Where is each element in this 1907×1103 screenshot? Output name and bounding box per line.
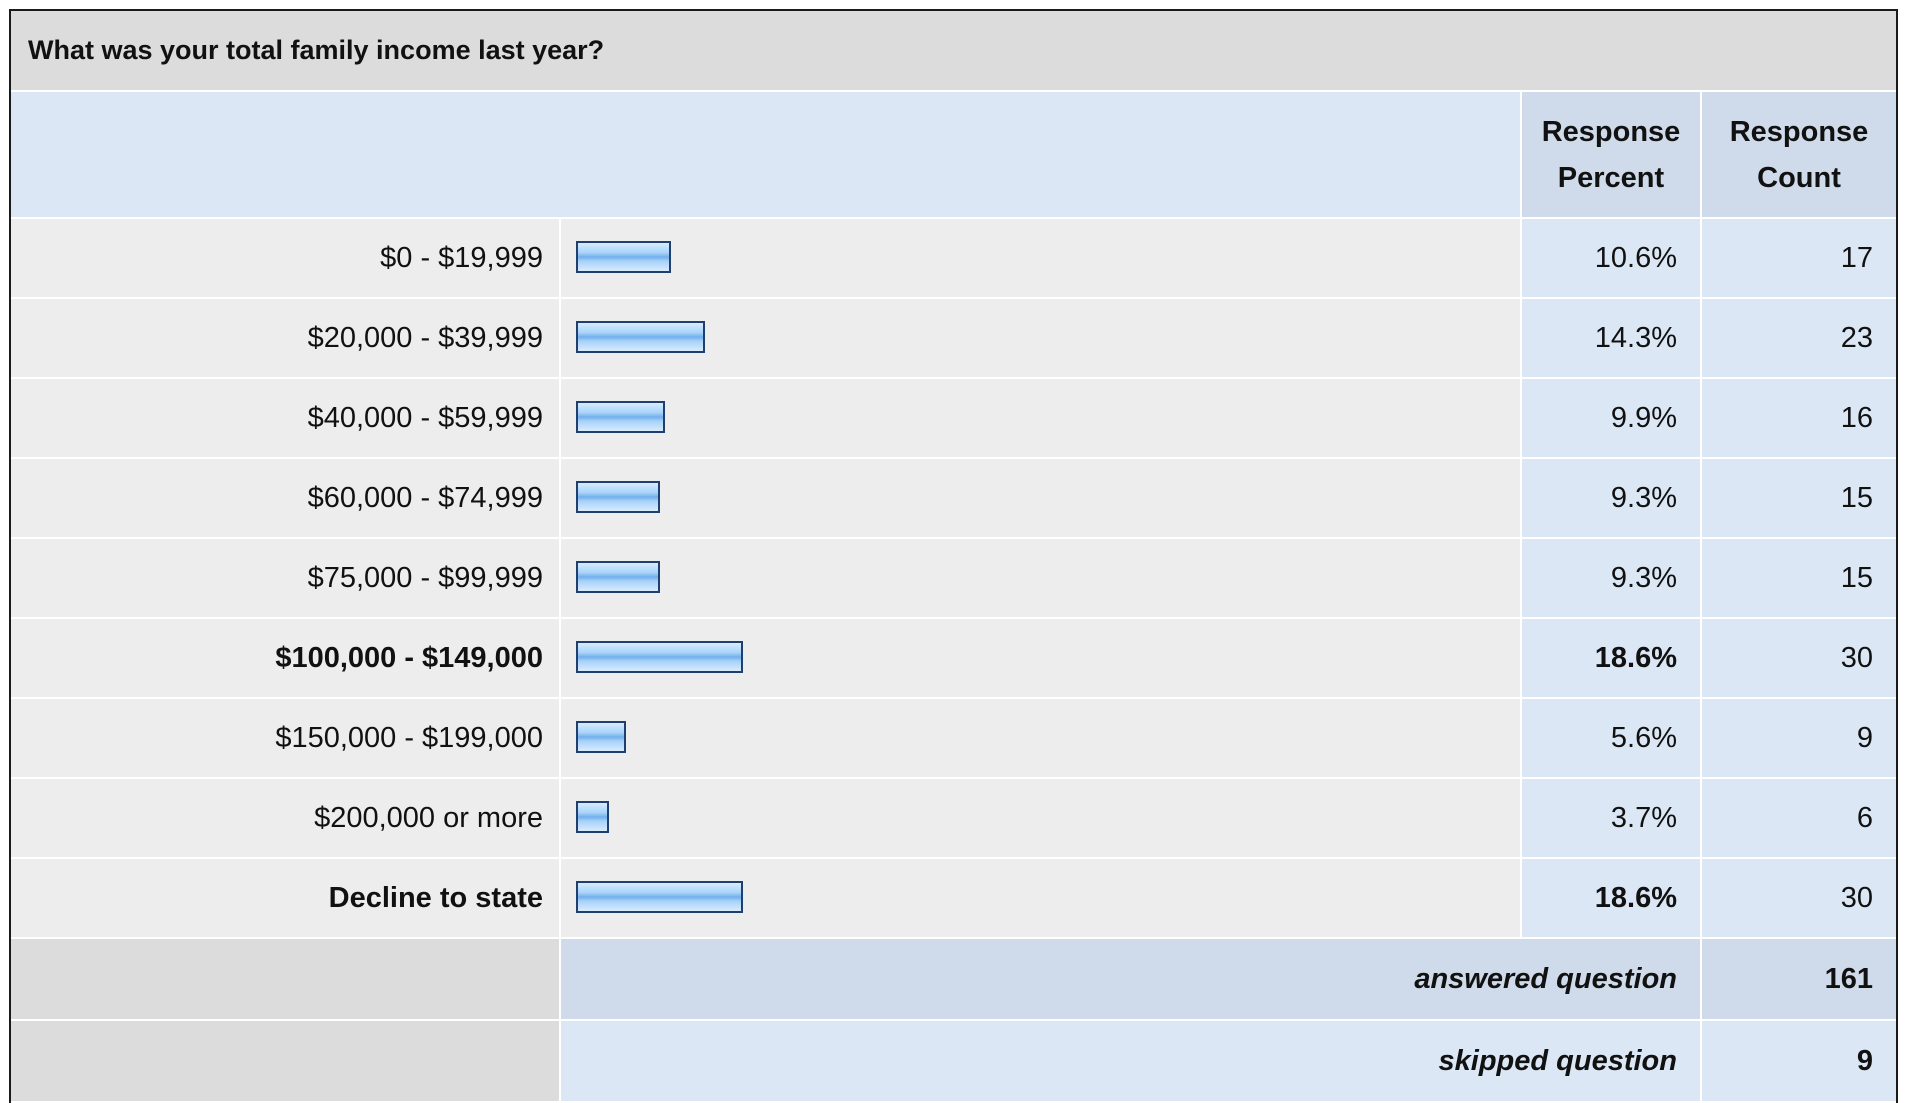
response-bar xyxy=(576,561,660,593)
response-bar xyxy=(576,321,705,353)
answer-label: $40,000 - $59,999 xyxy=(11,379,559,457)
skipped-question-value: 9 xyxy=(1700,1021,1896,1101)
table-row: $60,000 - $74,999 9.3% 15 xyxy=(11,459,1896,539)
bar-cell xyxy=(559,619,1520,697)
response-bar xyxy=(576,801,609,833)
survey-results-table: What was your total family income last y… xyxy=(9,9,1898,1103)
response-bar xyxy=(576,881,743,913)
response-count: 6 xyxy=(1700,779,1896,857)
response-count: 30 xyxy=(1700,859,1896,937)
response-percent-header: Response Percent xyxy=(1520,92,1700,217)
table-row: $150,000 - $199,000 5.6% 9 xyxy=(11,699,1896,779)
table-row: $20,000 - $39,999 14.3% 23 xyxy=(11,299,1896,379)
response-count: 30 xyxy=(1700,619,1896,697)
bar-cell xyxy=(559,779,1520,857)
answer-label: $100,000 - $149,000 xyxy=(11,619,559,697)
answer-label: Decline to state xyxy=(11,859,559,937)
table-row: Decline to state 18.6% 30 xyxy=(11,859,1896,939)
bar-cell xyxy=(559,539,1520,617)
table-row: $200,000 or more 3.7% 6 xyxy=(11,779,1896,859)
summary-blank-cell xyxy=(11,939,559,1019)
response-bar xyxy=(576,401,665,433)
response-percent: 9.3% xyxy=(1520,459,1700,537)
response-count: 15 xyxy=(1700,539,1896,617)
answer-label: $200,000 or more xyxy=(11,779,559,857)
response-percent: 9.3% xyxy=(1520,539,1700,617)
table-row: $40,000 - $59,999 9.9% 16 xyxy=(11,379,1896,459)
response-bar xyxy=(576,481,660,513)
answer-label: $150,000 - $199,000 xyxy=(11,699,559,777)
answered-question-value: 161 xyxy=(1700,939,1896,1019)
question-title: What was your total family income last y… xyxy=(11,11,1896,92)
response-count: 16 xyxy=(1700,379,1896,457)
response-bar xyxy=(576,241,671,273)
answered-question-label: answered question xyxy=(559,939,1700,1019)
bar-cell xyxy=(559,219,1520,297)
answered-question-row: answered question 161 xyxy=(11,939,1896,1021)
response-count: 15 xyxy=(1700,459,1896,537)
skipped-question-label: skipped question xyxy=(559,1021,1700,1101)
answer-label: $60,000 - $74,999 xyxy=(11,459,559,537)
response-percent: 18.6% xyxy=(1520,859,1700,937)
response-percent: 14.3% xyxy=(1520,299,1700,377)
bar-cell xyxy=(559,699,1520,777)
response-count: 17 xyxy=(1700,219,1896,297)
response-count: 9 xyxy=(1700,699,1896,777)
header-blank-cell xyxy=(11,92,1520,217)
answer-rows: $0 - $19,999 10.6% 17 $20,000 - $39,999 14.3… xyxy=(11,219,1896,939)
response-percent: 10.6% xyxy=(1520,219,1700,297)
response-count: 23 xyxy=(1700,299,1896,377)
answer-label: $75,000 - $99,999 xyxy=(11,539,559,617)
answer-label: $0 - $19,999 xyxy=(11,219,559,297)
answer-label: $20,000 - $39,999 xyxy=(11,299,559,377)
response-percent: 18.6% xyxy=(1520,619,1700,697)
bar-cell xyxy=(559,859,1520,937)
bar-cell xyxy=(559,299,1520,377)
skipped-question-row: skipped question 9 xyxy=(11,1021,1896,1103)
table-row: $75,000 - $99,999 9.3% 15 xyxy=(11,539,1896,619)
response-percent: 9.9% xyxy=(1520,379,1700,457)
table-row: $100,000 - $149,000 18.6% 30 xyxy=(11,619,1896,699)
response-percent: 5.6% xyxy=(1520,699,1700,777)
response-count-header: Response Count xyxy=(1700,92,1896,217)
response-bar xyxy=(576,721,626,753)
table-header-row: Response Percent Response Count xyxy=(11,92,1896,219)
summary-blank-cell xyxy=(11,1021,559,1101)
response-percent: 3.7% xyxy=(1520,779,1700,857)
table-row: $0 - $19,999 10.6% 17 xyxy=(11,219,1896,299)
bar-cell xyxy=(559,379,1520,457)
bar-cell xyxy=(559,459,1520,537)
response-bar xyxy=(576,641,743,673)
